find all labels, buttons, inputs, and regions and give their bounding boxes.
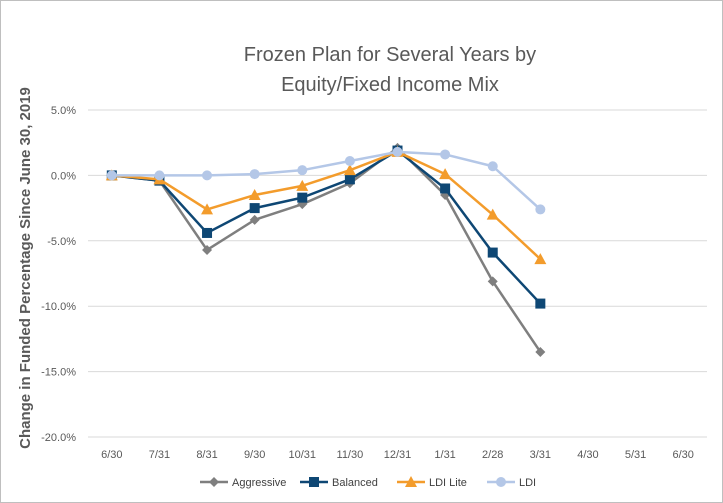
series-balanced: [106, 145, 546, 309]
x-tick-label: 7/31: [149, 449, 170, 461]
x-axis-ticks: 6/30 7/31 8/31 9/30 10/31 11/30 12/31 1/31 2/28 3…: [101, 449, 694, 461]
x-tick-label: 6/30: [672, 449, 693, 461]
data-point-ldi: [106, 170, 117, 181]
legend-item-ldi: LDI: [487, 477, 536, 489]
data-point-ldi: [249, 169, 260, 180]
x-tick-label: 6/30: [101, 449, 122, 461]
data-point-balanced: [202, 227, 213, 238]
x-tick-label: 3/31: [530, 449, 551, 461]
x-tick-label: 12/31: [384, 449, 412, 461]
data-point-ldi-lite: [248, 189, 261, 201]
x-tick-label: 4/30: [577, 449, 598, 461]
data-point-ldi: [344, 156, 355, 167]
data-point-ldi: [154, 170, 165, 181]
data-point-aggressive: [249, 214, 260, 225]
legend-marker-ldi-lite: [405, 476, 417, 487]
series-line-balanced: [111, 149, 542, 305]
chart-title: Frozen Plan for Several Years by Equity/…: [90, 40, 690, 100]
data-point-balanced: [249, 203, 260, 214]
data-point-ldi: [487, 161, 498, 172]
legend-marker-ldi: [496, 477, 506, 487]
y-axis-label: Change in Funded Percentage Since June 3…: [17, 87, 34, 449]
series-line-ldi: [111, 150, 542, 211]
series-line-ldi-lite: [111, 150, 542, 261]
y-tick-label: -5.0%: [47, 236, 76, 248]
data-point-balanced: [487, 247, 498, 258]
y-tick-label: 0.0%: [51, 170, 76, 182]
data-point-ldi: [535, 204, 546, 215]
data-point-ldi-lite: [343, 164, 356, 176]
data-point-aggressive: [202, 244, 213, 255]
series-group: [105, 142, 547, 357]
data-point-ldi: [440, 149, 451, 160]
legend: Aggressive Balanced LDI Lite LDI: [200, 476, 536, 489]
data-point-ldi-lite: [486, 208, 499, 220]
data-point-balanced: [535, 298, 546, 309]
data-point-aggressive: [487, 276, 498, 287]
legend-label: LDI: [519, 477, 536, 489]
x-tick-label: 11/30: [337, 449, 364, 461]
legend-item-ldi-lite: LDI Lite: [397, 476, 467, 489]
data-point-ldi: [202, 170, 213, 181]
data-point-ldi: [297, 165, 308, 176]
data-point-ldi-lite: [439, 168, 452, 180]
y-tick-label: -20.0%: [41, 432, 76, 444]
data-point-ldi: [392, 146, 403, 157]
data-point-ldi-lite: [534, 253, 547, 265]
data-point-balanced: [440, 183, 451, 194]
x-tick-label: 9/30: [244, 449, 265, 461]
x-tick-label: 1/31: [434, 449, 455, 461]
data-point-balanced: [344, 174, 355, 185]
x-tick-label: 10/31: [289, 449, 317, 461]
x-tick-label: 5/31: [625, 449, 646, 461]
legend-label: LDI Lite: [429, 477, 467, 489]
y-tick-label: -10.0%: [41, 301, 76, 313]
chart-title-line-2: Equity/Fixed Income Mix: [281, 74, 499, 96]
data-point-balanced: [297, 192, 308, 203]
y-axis-ticks: 5.0% 0.0% -5.0% -10.0% -15.0% -20.0%: [41, 105, 76, 444]
series-line-aggressive: [111, 146, 542, 353]
legend-item-aggressive: Aggressive: [200, 477, 286, 489]
legend-marker-aggressive: [209, 477, 219, 487]
legend-marker-balanced: [309, 477, 319, 487]
legend-item-balanced: Balanced: [300, 477, 378, 489]
x-tick-label: 8/31: [196, 449, 217, 461]
legend-label: Balanced: [332, 477, 378, 489]
data-point-ldi-lite: [296, 179, 309, 191]
gridlines: [88, 109, 707, 438]
data-point-ldi-lite: [201, 203, 214, 215]
y-tick-label: -15.0%: [41, 367, 76, 379]
legend-label: Aggressive: [232, 477, 286, 489]
chart-title-line-1: Frozen Plan for Several Years by: [243, 44, 537, 66]
data-point-aggressive: [535, 346, 546, 357]
x-tick-label: 2/28: [482, 449, 503, 461]
y-tick-label: 5.0%: [51, 105, 76, 117]
series-ldi: [106, 146, 546, 215]
